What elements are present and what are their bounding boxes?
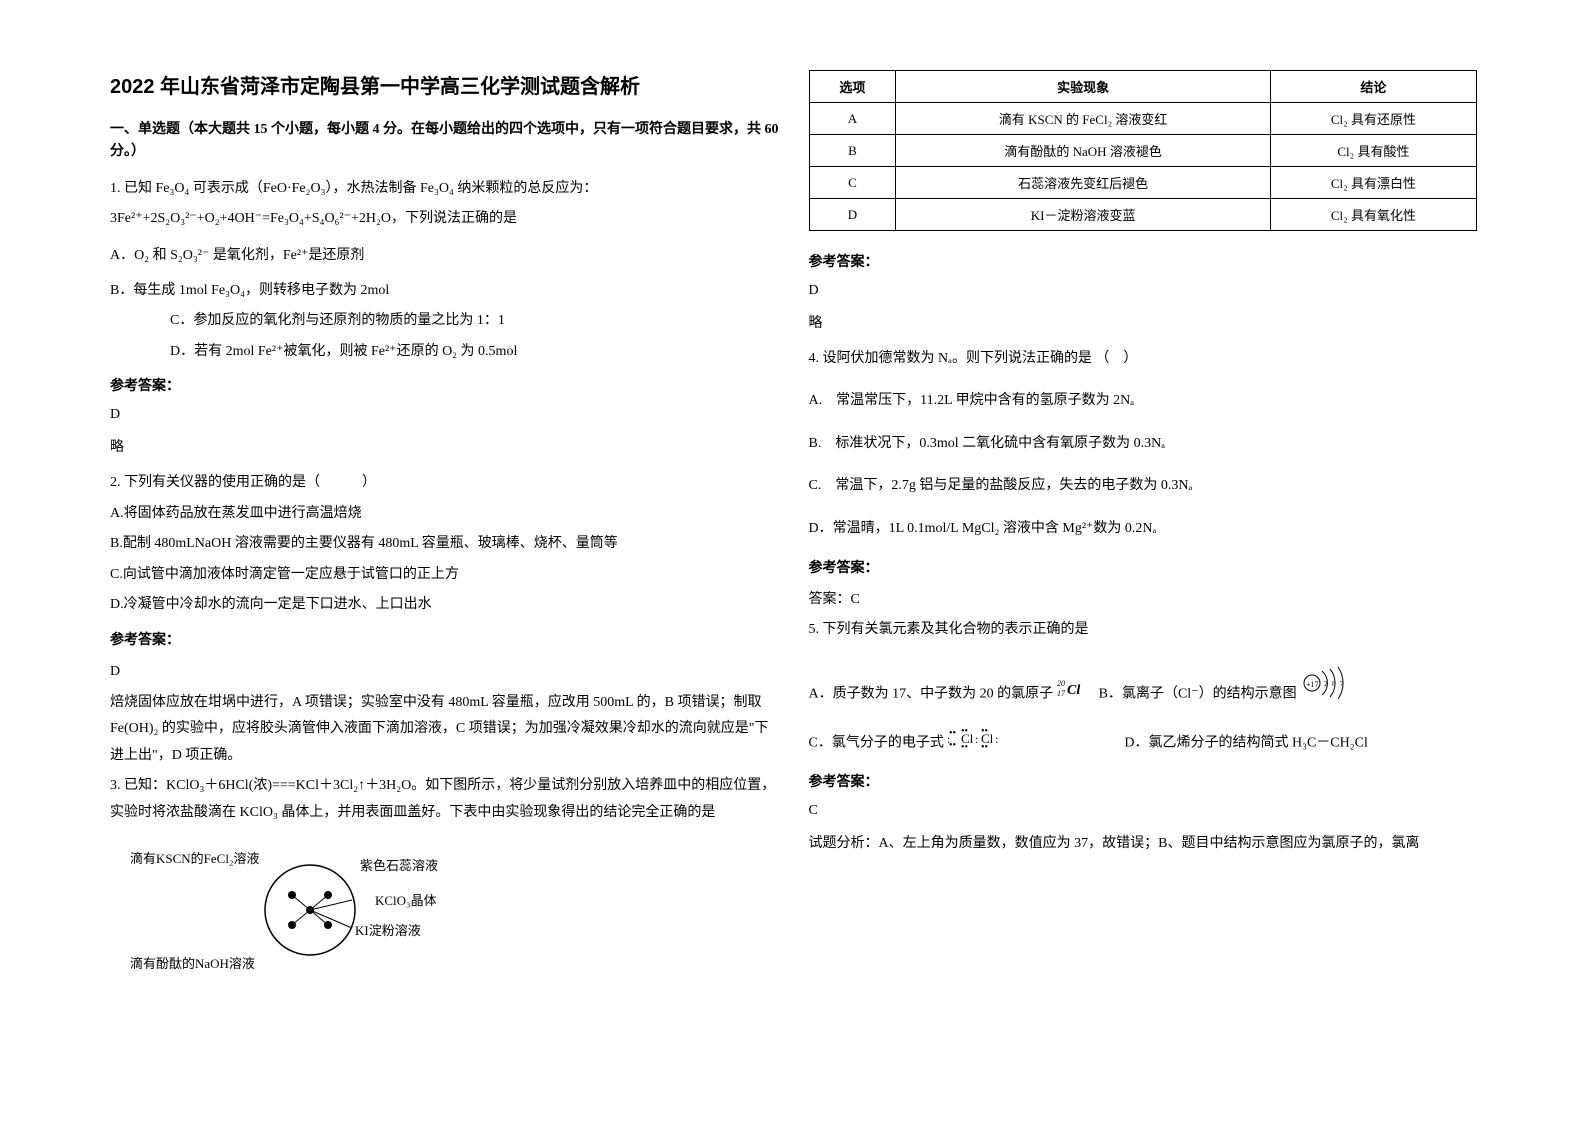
atom-structure-icon: +17 2 8 7 [1300, 664, 1348, 713]
q1-exp: 略 [110, 435, 779, 462]
q3-stem: 3. 已知：KClO₃＋6HCl(浓)===KCl＋3Cl₂↑＋3H₂O。如下图… [110, 773, 779, 826]
q2-optC: C.向试管中滴加液体时滴定管一定应悬于试管口的正上方 [110, 562, 779, 589]
experiment-table: 选项 实验现象 结论 A 滴有 KSCN 的 FeCl₂ 溶液变红 Cl₂ 具有… [809, 70, 1478, 231]
q1-ans: D [110, 407, 779, 423]
q1-optD: D．若有 2mol Fe²⁺被氧化，则被 Fe²⁺还原的 O₂ 为 0.5mol [110, 339, 779, 366]
q4-optD: D．常温晴，1L 0.1mol/L MgCl₂ 溶液中含 Mg²⁺数为 0.2N… [809, 516, 1478, 543]
th-option: 选项 [809, 71, 896, 103]
q1-optB: B．每生成 1mol Fe₃O₄，则转移电子数为 2mol [110, 278, 779, 305]
table-row: B 滴有酚酞的 NaOH 溶液褪色 Cl₂ 具有酸性 [809, 135, 1477, 167]
diagram-label-bl: 滴有酚酞的NaOH溶液 [130, 956, 255, 971]
table-row: A 滴有 KSCN 的 FeCl₂ 溶液变红 Cl₂ 具有还原性 [809, 103, 1477, 135]
svg-text::: : [995, 732, 998, 746]
q1-optC: C．参加反应的氧化剂与还原剂的物质的量之比为 1：1 [110, 308, 779, 335]
svg-text:••: •• [961, 726, 968, 737]
q5-optC-text: C．氯气分子的电子式 [809, 736, 944, 751]
q2-optD: D.冷凝管中冷却水的流向一定是下口进水、上口出水 [110, 592, 779, 619]
q4-stem: 4. 设阿伏加德常数为 Nₐ。则下列说法正确的是 （ ） [809, 346, 1478, 373]
q2-optB: B.配制 480mLNaOH 溶液需要的主要仪器有 480mL 容量瓶、玻璃棒、… [110, 531, 779, 558]
right-column: 选项 实验现象 结论 A 滴有 KSCN 的 FeCl₂ 溶液变红 Cl₂ 具有… [794, 70, 1493, 1052]
table-row: C 石蕊溶液先变红后褪色 Cl₂ 具有漂白性 [809, 167, 1477, 199]
diagram-label-tr: 紫色石蕊溶液 [360, 858, 438, 873]
experiment-diagram: 滴有KSCN的FeCl₂溶液 紫色石蕊溶液 KClO₃晶体 滴有酚酞的NaOH溶… [130, 840, 450, 980]
q4-optA: A. 常温常压下，11.2L 甲烷中含有的氢原子数为 2Nₐ [809, 388, 1478, 415]
section-header: 一、单选题（本大题共 15 个小题，每小题 4 分。在每小题给出的四个选项中，只… [110, 119, 779, 164]
q5-optD-text: D．氯乙烯分子的结构简式 H₃C－CH₂Cl [1124, 736, 1368, 751]
th-phenomenon: 实验现象 [896, 71, 1271, 103]
q3-exp: 略 [809, 311, 1478, 338]
q1-stem2: 3Fe²⁺+2S₂O₃²⁻+O₂+4OH⁻=Fe₃O₄+S₄O₆²⁻+2H₂O，… [110, 206, 779, 233]
diagram-label-r: KClO₃晶体 [375, 893, 437, 908]
svg-text::: : [947, 732, 950, 746]
mass-number-symbol-icon: 20 17 Cl [1057, 678, 1085, 711]
q5-optA-text: A．质子数为 17、中子数为 20 的氯原子 [809, 686, 1054, 701]
q5-optB-text: B．氯离子（Cl⁻）的结构示意图 [1099, 686, 1297, 701]
q3-ans-label: 参考答案： [809, 251, 1478, 271]
q4-optC: C. 常温下，2.7g 铝与足量的盐酸反应，失去的电子数为 0.3Nₐ [809, 473, 1478, 500]
th-conclusion: 结论 [1270, 71, 1476, 103]
svg-text:7: 7 [1340, 680, 1344, 688]
svg-text::: : [975, 732, 978, 746]
table-row: D KI－淀粉溶液变蓝 Cl₂ 具有氧化性 [809, 199, 1477, 231]
page-title: 2022 年山东省菏泽市定陶县第一中学高三化学测试题含解析 [110, 70, 779, 99]
svg-text:2: 2 [1324, 680, 1328, 688]
q4-ans-label: 参考答案： [809, 557, 1478, 577]
q5-ans-label: 参考答案： [809, 771, 1478, 791]
svg-text:••: •• [961, 742, 968, 750]
q1-ans-label: 参考答案： [110, 375, 779, 395]
q5-stem: 5. 下列有关氯元素及其化合物的表示正确的是 [809, 617, 1478, 644]
lewis-structure-icon: •• •• : Cl •• •• : Cl •• •• : [947, 726, 1007, 761]
q2-optA: A.将固体药品放在蒸发皿中进行高温焙烧 [110, 501, 779, 528]
svg-text:Cl: Cl [1067, 683, 1080, 698]
diagram-label-br: KI淀粉溶液 [355, 923, 421, 938]
q5-line2: C．氯气分子的电子式 •• •• : Cl •• •• : Cl •• •• :… [809, 726, 1478, 761]
svg-text:••: •• [981, 726, 988, 737]
svg-text:••: •• [981, 742, 988, 750]
svg-text:20: 20 [1057, 679, 1065, 688]
left-column: 2022 年山东省菏泽市定陶县第一中学高三化学测试题含解析 一、单选题（本大题共… [95, 70, 794, 1052]
q2-ans: D [110, 659, 779, 686]
q2-stem: 2. 下列有关仪器的使用正确的是（ ） [110, 470, 779, 497]
q4-optB: B. 标准状况下，0.3mol 二氧化硫中含有氧原子数为 0.3Nₐ [809, 431, 1478, 458]
q5-exp: 试题分析：A、左上角为质量数，数值应为 37，故错误；B、题目中结构示意图应为氯… [809, 831, 1478, 858]
q5-line1: A．质子数为 17、中子数为 20 的氯原子 20 17 Cl B．氯离子（Cl… [809, 670, 1478, 719]
q4-ans: 答案：C [809, 587, 1478, 614]
svg-text:+17: +17 [1306, 680, 1319, 689]
q3-ans: D [809, 283, 1478, 299]
q2-ans-label: 参考答案： [110, 629, 779, 649]
svg-text:17: 17 [1057, 689, 1066, 698]
q1-optA: A．O₂ 和 S₂O₃²⁻ 是氧化剂，Fe²⁺是还原剂 [110, 243, 779, 270]
q1-stem1: 1. 已知 Fe₃O₄ 可表示成（FeO·Fe₂O₃），水热法制备 Fe₃O₄ … [110, 176, 779, 203]
q2-exp: 焙烧固体应放在坩埚中进行，A 项错误；实验室中没有 480mL 容量瓶，应改用 … [110, 690, 779, 770]
svg-text:8: 8 [1332, 680, 1336, 688]
diagram-label-tl: 滴有KSCN的FeCl₂溶液 [130, 851, 260, 866]
q5-ans: C [809, 803, 1478, 819]
